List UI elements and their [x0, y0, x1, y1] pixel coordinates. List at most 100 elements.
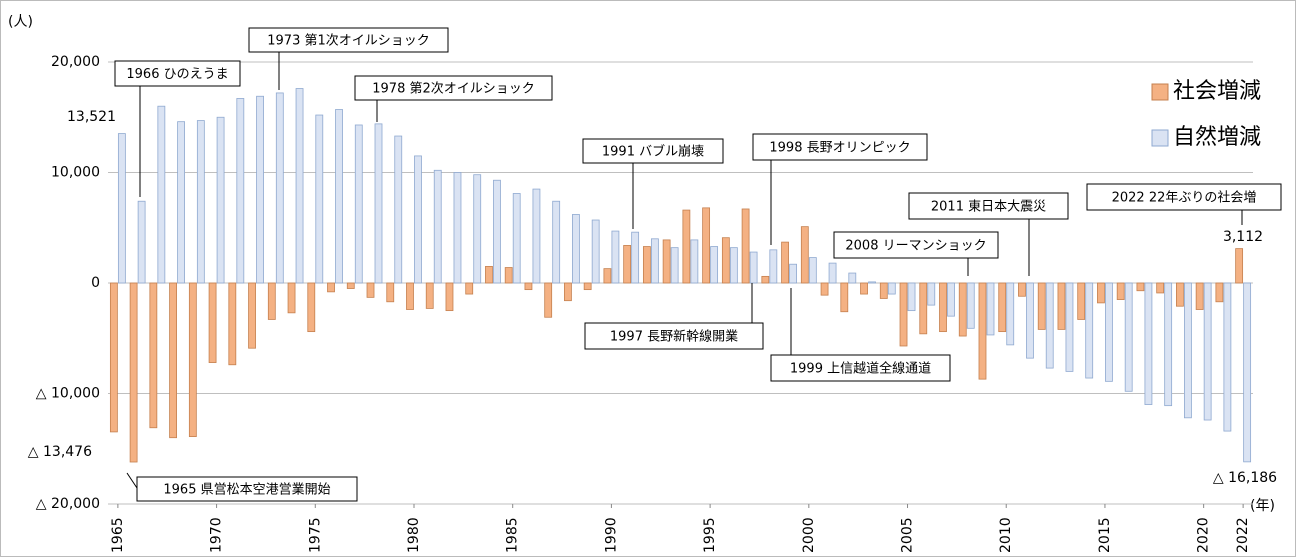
- bar: [1045, 282, 1054, 369]
- bar: [1057, 282, 1066, 330]
- bar: [789, 263, 797, 284]
- x-tick-label: 1965: [110, 517, 126, 553]
- annotation-box: [833, 231, 999, 259]
- bar: [721, 237, 730, 284]
- x-tick-label: 1980: [406, 517, 422, 553]
- bar: [1026, 282, 1034, 359]
- bar: [208, 282, 217, 363]
- bar: [275, 92, 284, 284]
- bar: [879, 282, 888, 299]
- x-tick-label: 1990: [603, 517, 619, 553]
- bar: [899, 282, 908, 347]
- bar: [769, 249, 778, 284]
- bar: [978, 282, 987, 380]
- bar: [354, 124, 363, 284]
- bar: [572, 214, 580, 284]
- bar: [781, 241, 789, 284]
- bar: [216, 116, 225, 284]
- x-tick-label: 2005: [900, 517, 916, 553]
- annotation-text: 1999 上信越道全線通道: [790, 361, 931, 377]
- bar: [267, 282, 276, 320]
- bar: [840, 282, 849, 313]
- annotation-box: [908, 192, 1069, 220]
- annotation-text: 1966 ひのえうま: [126, 67, 228, 82]
- bar: [1215, 282, 1224, 303]
- bar: [1156, 282, 1165, 294]
- bar: [1203, 282, 1212, 421]
- bar: [631, 231, 640, 284]
- bar: [1223, 282, 1232, 432]
- bar: [642, 246, 651, 284]
- annotation-text: 1991 バブル崩壊: [602, 144, 704, 160]
- bar: [287, 282, 296, 314]
- bar: [998, 282, 1007, 333]
- x-tick-label: 2010: [998, 517, 1014, 553]
- bar: [919, 282, 928, 335]
- bar: [1184, 282, 1192, 419]
- bar: [552, 200, 561, 284]
- bar: [149, 282, 158, 429]
- bar: [1144, 282, 1153, 405]
- bar: [485, 266, 493, 284]
- bar: [939, 282, 947, 333]
- annotation-text: 1998 長野オリンピック: [769, 141, 910, 156]
- x-tick-label: 1970: [209, 517, 225, 553]
- bar: [1164, 282, 1173, 407]
- bar: [366, 282, 375, 298]
- bar: [228, 282, 237, 366]
- bar: [473, 174, 482, 284]
- bar: [188, 282, 197, 437]
- bar: [1195, 282, 1204, 310]
- bar: [1085, 282, 1094, 379]
- annotation-box: [1086, 183, 1282, 211]
- annotation-text: 1997 長野新幹線開業: [610, 329, 738, 345]
- legend-label: 自然増減: [1173, 125, 1261, 150]
- bar: [591, 219, 600, 284]
- annotation-box: [584, 322, 764, 350]
- bar: [1037, 282, 1046, 330]
- bar: [1116, 282, 1125, 300]
- bar: [927, 282, 936, 306]
- bar: [414, 155, 422, 284]
- bar: [662, 239, 671, 284]
- annotation-box: [770, 354, 951, 382]
- bar: [327, 282, 335, 293]
- bar: [887, 282, 896, 295]
- bar: [820, 282, 829, 296]
- bar: [109, 282, 118, 433]
- bar: [157, 105, 166, 284]
- bar: [374, 123, 383, 284]
- bar: [828, 262, 837, 284]
- data-label: 3,112: [1223, 229, 1263, 245]
- bar: [947, 282, 955, 317]
- legend-swatch: [1151, 83, 1169, 101]
- bar: [256, 95, 264, 284]
- bar: [741, 208, 750, 284]
- annotation-text: 1978 第2次オイルショック: [372, 81, 535, 97]
- bar: [445, 282, 454, 312]
- bar: [129, 282, 138, 463]
- bar: [848, 272, 857, 284]
- bar: [394, 135, 403, 284]
- bar: [808, 257, 817, 284]
- bar: [682, 209, 691, 284]
- data-label: △ 13,476: [28, 444, 92, 460]
- bar: [1018, 282, 1026, 297]
- legend-swatch: [1151, 129, 1169, 147]
- data-label: 13,521: [67, 109, 116, 125]
- y-tick-label: 20,000: [51, 54, 100, 70]
- bar: [761, 275, 770, 284]
- bar: [295, 88, 304, 284]
- bar: [670, 247, 679, 284]
- bar: [650, 238, 659, 284]
- annotation-text: 2022 22年ぶりの社会増: [1112, 190, 1257, 206]
- data-label: △ 16,186: [1213, 470, 1277, 486]
- bar: [1124, 282, 1133, 392]
- annotation-box: [136, 476, 358, 502]
- x-tick-label: 2022: [1235, 517, 1251, 553]
- bar: [1176, 282, 1184, 307]
- x-tick-label: 2020: [1196, 517, 1212, 553]
- bar: [986, 282, 995, 336]
- bar: [603, 268, 612, 284]
- bar: [749, 251, 758, 284]
